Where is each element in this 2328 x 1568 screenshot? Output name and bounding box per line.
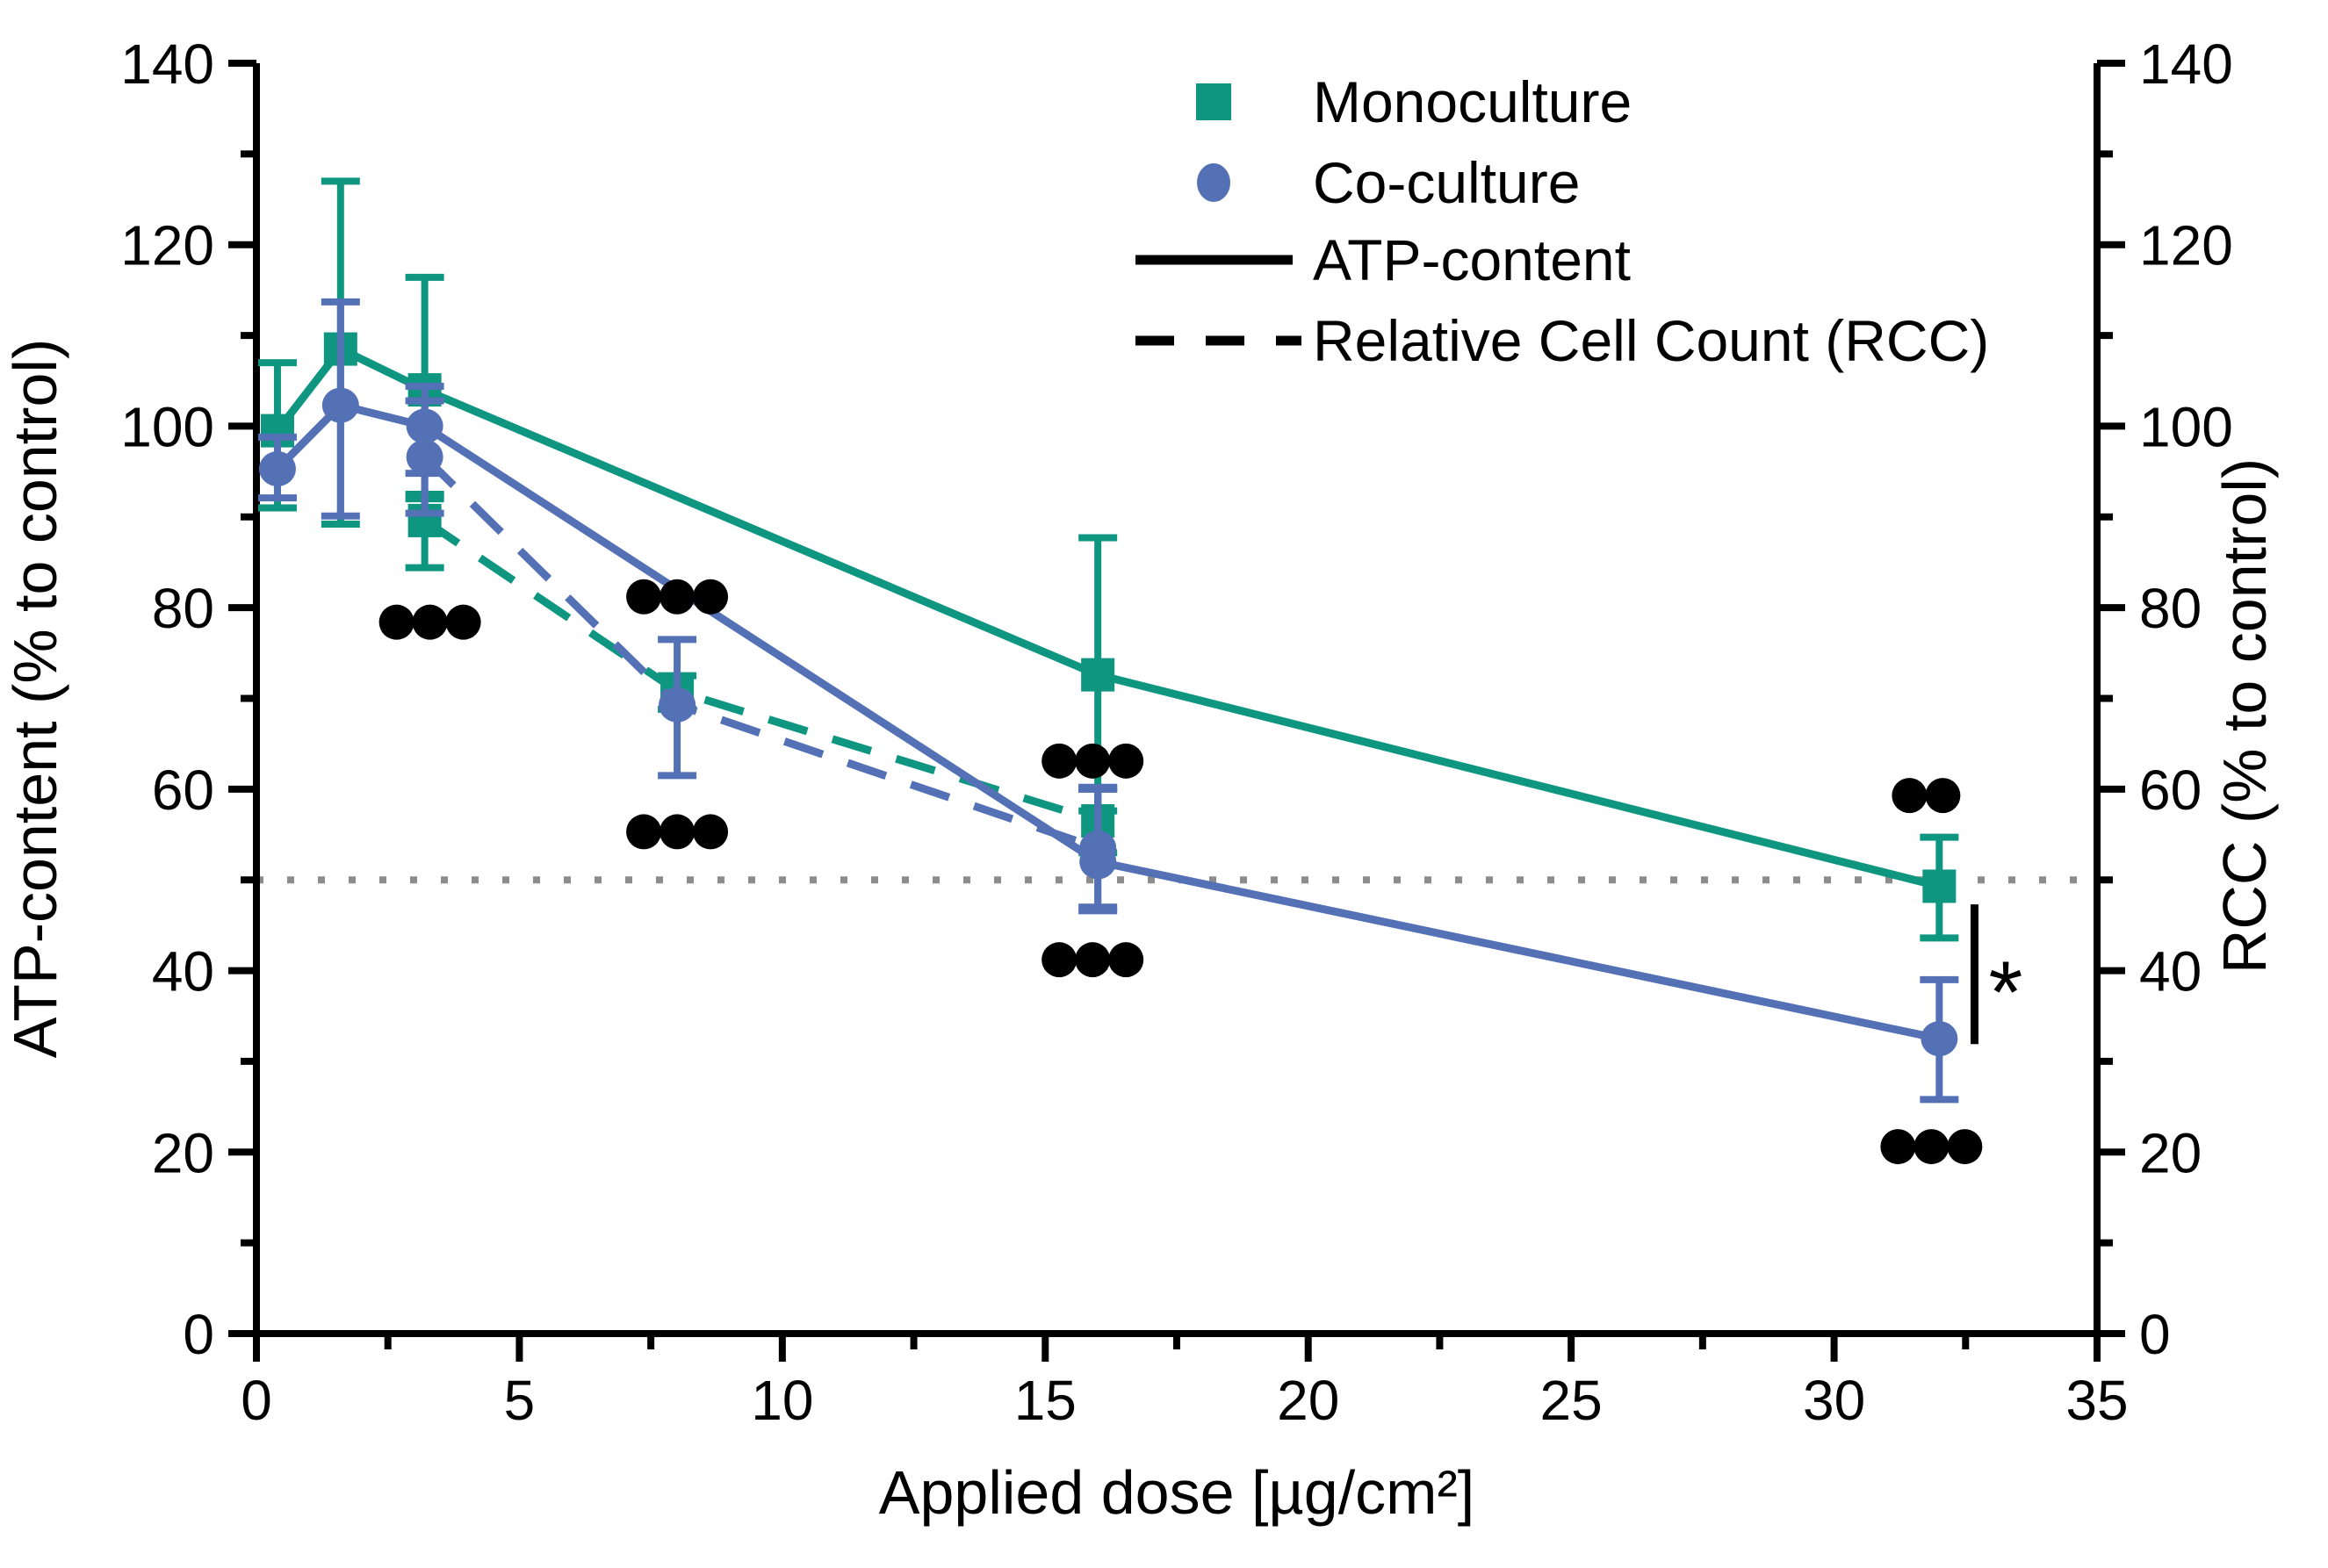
significance-dot — [693, 579, 729, 615]
y-right-tick-label: 60 — [2139, 759, 2202, 822]
significance-dot — [659, 814, 696, 850]
circle-marker — [1079, 831, 1117, 867]
significance-dot — [1075, 942, 1111, 978]
x-tick-label: 0 — [241, 1369, 272, 1432]
significance-dot — [626, 814, 662, 850]
significance-dot — [1075, 743, 1111, 779]
significance-dot — [412, 604, 448, 640]
legend-item: Relative Cell Count (RCC) — [1135, 308, 1989, 373]
circle-marker — [258, 451, 296, 487]
y-right-tick-label: 120 — [2139, 214, 2233, 277]
series-coculture-rcc — [405, 397, 1118, 911]
significance-dot — [1041, 743, 1078, 779]
significance-dot — [693, 814, 729, 850]
legend-circle-swatch — [1197, 163, 1230, 202]
significance-bracket: * — [1970, 904, 2022, 1045]
series-monoculture-rcc — [405, 490, 1118, 857]
y-left-tick-label: 100 — [120, 395, 214, 458]
significance-dot — [445, 604, 481, 640]
legend-item: Monoculture — [1196, 69, 1632, 134]
significance-dot — [626, 579, 662, 615]
square-marker — [1081, 658, 1115, 692]
y-right-tick-label: 20 — [2139, 1121, 2202, 1184]
circle-marker — [659, 687, 696, 723]
legend: Monoculture Co-culture ATP-content Relative… — [1135, 69, 1989, 373]
circle-marker — [1921, 1021, 1958, 1057]
significance-dots — [378, 579, 1983, 1165]
x-tick-label: 20 — [1277, 1369, 1339, 1432]
y-left-tick-label: 120 — [120, 214, 214, 277]
significance-dot — [1914, 1129, 1950, 1165]
y-left-tick-label: 0 — [183, 1303, 214, 1366]
circle-marker — [321, 387, 359, 423]
significance-dot — [1880, 1129, 1916, 1165]
x-axis-title: Applied dose [µg/cm²] — [879, 1458, 1474, 1527]
y-left-tick-label: 40 — [152, 940, 214, 1003]
x-tick-label: 35 — [2065, 1369, 2128, 1432]
significance-dot — [1892, 778, 1928, 814]
legend-item: Co-culture — [1197, 150, 1580, 215]
y-left-tick-label: 20 — [152, 1121, 214, 1184]
plot-axes: 0 5 10 15 20 25 30 3502040608010012014002040608… — [120, 32, 2233, 1432]
y-left-tick-label: 140 — [120, 32, 214, 96]
circle-marker — [406, 439, 443, 475]
legend-label: ATP-content — [1313, 227, 1631, 292]
series-line-dashed — [422, 517, 1099, 825]
x-tick-label: 10 — [751, 1369, 813, 1432]
legend-item: ATP-content — [1135, 227, 1631, 292]
y-right-tick-label: 40 — [2139, 940, 2202, 1003]
y-left-axis-title: ATP-content (% to control) — [1, 339, 69, 1059]
y-right-tick-label: 140 — [2139, 32, 2233, 96]
significance-dot — [1108, 743, 1144, 779]
significance-dot — [659, 579, 696, 615]
significance-asterisk: * — [1988, 944, 2022, 1042]
legend-square-swatch — [1196, 83, 1231, 120]
legend-label: Monoculture — [1313, 69, 1632, 134]
y-right-axis-title: RCC (% to control) — [2210, 458, 2279, 974]
legend-label: Co-culture — [1313, 150, 1580, 215]
significance-dot — [1925, 778, 1961, 814]
y-right-tick-label: 100 — [2139, 395, 2233, 458]
x-tick-label: 15 — [1014, 1369, 1077, 1432]
square-marker — [1922, 869, 1957, 903]
y-left-tick-label: 60 — [152, 759, 214, 822]
series-line-solid — [274, 400, 1941, 1043]
x-tick-label: 30 — [1803, 1369, 1865, 1432]
x-tick-label: 5 — [504, 1369, 536, 1432]
significance-dot — [1108, 942, 1144, 978]
legend-label: Relative Cell Count (RCC) — [1313, 308, 1989, 373]
significance-dot — [378, 604, 414, 640]
series-coculture-atp-content — [257, 298, 1959, 1104]
significance-dot — [1947, 1129, 1983, 1165]
y-right-tick-label: 80 — [2139, 577, 2202, 640]
y-left-tick-label: 80 — [152, 577, 214, 640]
y-right-tick-label: 0 — [2139, 1303, 2171, 1366]
significance-dot — [1041, 942, 1078, 978]
x-tick-label: 25 — [1540, 1369, 1603, 1432]
